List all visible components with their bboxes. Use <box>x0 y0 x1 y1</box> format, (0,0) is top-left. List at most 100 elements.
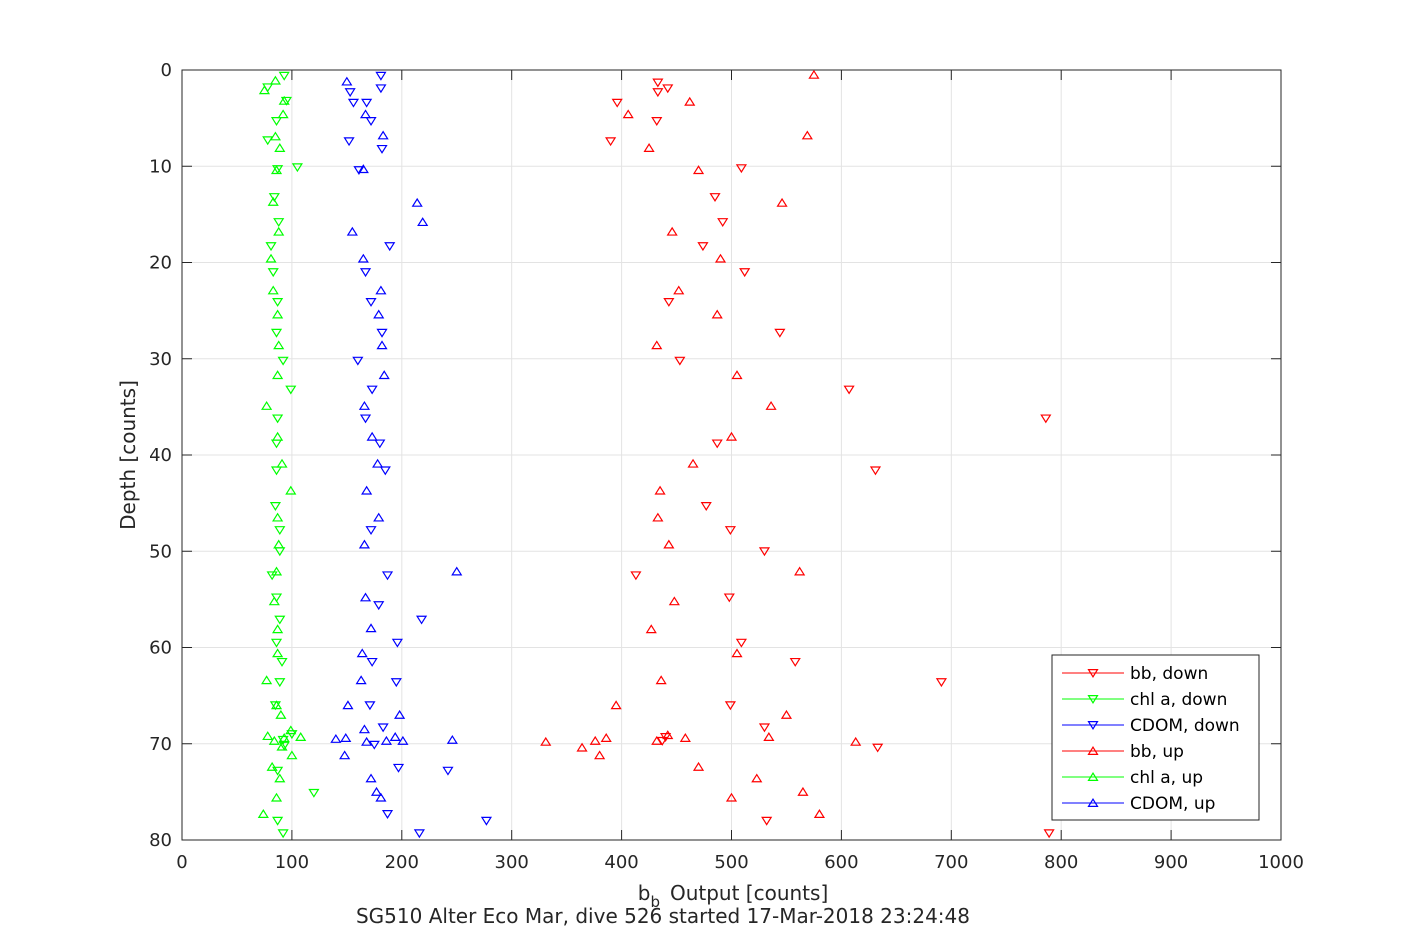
data-point <box>480 816 493 826</box>
x-tick-label: 500 <box>714 852 748 873</box>
data-point <box>630 571 642 581</box>
y-axis-title: Depth [counts] <box>116 380 140 530</box>
chart-caption: SG510 Alter Eco Mar, dive 526 started 17… <box>356 904 970 928</box>
legend-marker <box>1087 721 1099 730</box>
data-point <box>274 526 286 536</box>
data-point <box>375 84 387 94</box>
data-point <box>1043 829 1055 839</box>
data-point <box>758 723 771 733</box>
data-point <box>272 165 284 175</box>
data-point <box>687 458 699 468</box>
series-0 <box>605 78 1055 839</box>
data-point <box>361 736 373 746</box>
x-axis-title: bb Output [counts] <box>638 881 829 911</box>
y-tick-label: 50 <box>149 541 172 562</box>
legend-entry: bb, down <box>1062 664 1208 684</box>
data-point <box>662 84 674 94</box>
data-marks <box>257 69 1055 839</box>
data-point <box>780 709 793 719</box>
data-point <box>270 566 283 576</box>
data-point <box>731 648 743 658</box>
data-point <box>373 512 385 522</box>
data-point <box>709 193 721 203</box>
data-point <box>365 773 377 783</box>
data-point <box>340 733 352 742</box>
data-point <box>267 196 279 206</box>
data-point <box>869 466 882 476</box>
data-point <box>330 733 342 743</box>
x-tick-label: 800 <box>1044 852 1078 873</box>
data-point <box>285 725 297 735</box>
data-point <box>761 816 773 826</box>
data-point <box>662 730 674 740</box>
data-point <box>751 773 763 783</box>
legend-entry: chl a, up <box>1062 768 1203 788</box>
legend-label: chl a, up <box>1130 768 1203 788</box>
data-point <box>375 71 387 81</box>
data-point <box>797 786 809 796</box>
data-point <box>347 98 360 108</box>
data-point <box>365 526 377 536</box>
data-point <box>724 526 736 536</box>
data-point <box>273 340 285 350</box>
y-tick-label: 80 <box>149 830 172 851</box>
data-point <box>451 566 463 576</box>
data-point <box>375 285 387 295</box>
data-point <box>381 571 394 581</box>
data-point <box>652 78 664 88</box>
data-point <box>344 88 356 98</box>
data-point <box>361 98 373 108</box>
series-5 <box>330 76 463 802</box>
data-point <box>291 163 303 173</box>
x-tick-label: 600 <box>824 852 858 873</box>
data-point <box>373 601 385 611</box>
data-point <box>684 96 696 106</box>
legend-label: CDOM, up <box>1130 794 1215 814</box>
data-point <box>366 385 378 395</box>
data-point <box>850 736 862 746</box>
data-point <box>267 268 279 278</box>
data-point <box>725 431 738 441</box>
data-point <box>611 98 623 108</box>
y-tick-label: 0 <box>161 60 172 81</box>
data-point <box>381 810 394 819</box>
data-point <box>366 431 378 441</box>
data-point <box>711 309 723 319</box>
data-point <box>269 131 281 141</box>
data-point <box>415 615 428 625</box>
data-point <box>376 328 388 338</box>
data-point <box>843 385 855 395</box>
data-point <box>652 512 664 522</box>
data-point <box>594 750 606 760</box>
data-point <box>411 197 423 207</box>
legend-marker <box>1087 695 1099 704</box>
data-point <box>417 217 429 227</box>
data-point <box>272 297 284 307</box>
data-point <box>366 657 378 667</box>
data-point <box>813 809 826 818</box>
data-point <box>270 165 283 175</box>
data-point <box>277 829 289 839</box>
data-point <box>270 638 283 648</box>
data-point <box>391 638 403 648</box>
data-point <box>576 742 588 752</box>
data-point <box>359 592 372 602</box>
data-point <box>397 735 409 745</box>
data-point <box>794 566 806 576</box>
data-point <box>358 400 371 410</box>
data-point <box>368 740 380 750</box>
data-point <box>370 786 383 796</box>
data-point <box>266 571 278 581</box>
legend-label: bb, up <box>1130 742 1184 762</box>
data-point <box>600 733 612 742</box>
data-point <box>673 285 685 295</box>
data-point <box>268 596 280 606</box>
data-point <box>724 701 736 711</box>
data-point <box>774 328 786 338</box>
data-point <box>286 730 298 740</box>
data-point <box>272 624 284 634</box>
y-tick-label: 60 <box>149 638 172 659</box>
data-point <box>359 414 372 424</box>
data-point <box>674 356 686 366</box>
